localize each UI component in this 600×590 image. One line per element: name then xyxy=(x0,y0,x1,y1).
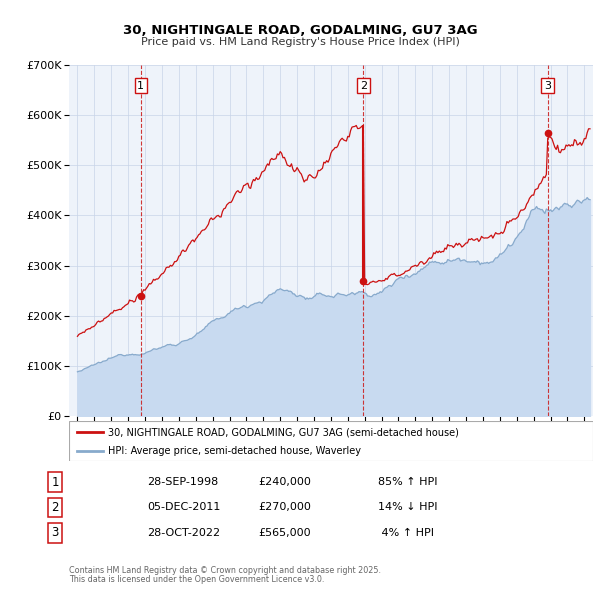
Text: This data is licensed under the Open Government Licence v3.0.: This data is licensed under the Open Gov… xyxy=(69,575,325,584)
Text: 3: 3 xyxy=(544,81,551,91)
Text: 30, NIGHTINGALE ROAD, GODALMING, GU7 3AG (semi-detached house): 30, NIGHTINGALE ROAD, GODALMING, GU7 3AG… xyxy=(108,428,459,438)
Text: 3: 3 xyxy=(52,526,59,539)
Text: Price paid vs. HM Land Registry's House Price Index (HPI): Price paid vs. HM Land Registry's House … xyxy=(140,37,460,47)
Text: HPI: Average price, semi-detached house, Waverley: HPI: Average price, semi-detached house,… xyxy=(108,447,361,456)
Text: 1: 1 xyxy=(52,476,59,489)
Text: 1: 1 xyxy=(137,81,145,91)
Text: 2: 2 xyxy=(52,501,59,514)
Text: 30, NIGHTINGALE ROAD, GODALMING, GU7 3AG: 30, NIGHTINGALE ROAD, GODALMING, GU7 3AG xyxy=(122,24,478,37)
Text: £240,000: £240,000 xyxy=(258,477,311,487)
Text: 28-OCT-2022: 28-OCT-2022 xyxy=(147,528,220,537)
Text: 05-DEC-2011: 05-DEC-2011 xyxy=(147,503,220,512)
Text: 14% ↓ HPI: 14% ↓ HPI xyxy=(378,503,437,512)
Text: 4% ↑ HPI: 4% ↑ HPI xyxy=(378,528,434,537)
Text: 85% ↑ HPI: 85% ↑ HPI xyxy=(378,477,437,487)
Text: Contains HM Land Registry data © Crown copyright and database right 2025.: Contains HM Land Registry data © Crown c… xyxy=(69,566,381,575)
Text: 28-SEP-1998: 28-SEP-1998 xyxy=(147,477,218,487)
Text: £565,000: £565,000 xyxy=(258,528,311,537)
Text: 2: 2 xyxy=(360,81,367,91)
Text: £270,000: £270,000 xyxy=(258,503,311,512)
